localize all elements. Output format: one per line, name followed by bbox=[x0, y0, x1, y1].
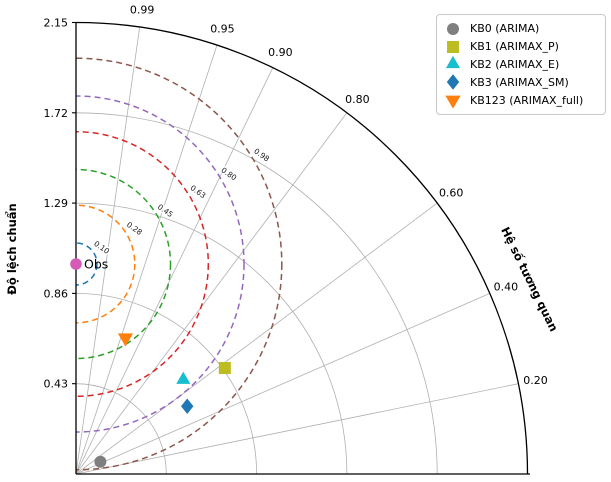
circle-marker-shape bbox=[70, 258, 82, 270]
legend-item-kb3: KB3 (ARIMAX_SM) bbox=[443, 73, 599, 91]
corr-tick-label: 0.60 bbox=[439, 187, 464, 200]
angular-axis-title: Hệ số tương quan bbox=[498, 225, 561, 334]
triangle-up-marker-shape bbox=[445, 56, 461, 69]
std-grid-arc bbox=[75, 202, 348, 475]
rms-contour bbox=[76, 95, 245, 433]
corr-tick-label: 0.99 bbox=[130, 4, 155, 17]
triangle-down-icon bbox=[445, 95, 461, 109]
point-kb1 bbox=[218, 362, 231, 375]
diamond-marker-shape bbox=[181, 398, 194, 415]
circle-marker-shape bbox=[94, 455, 107, 468]
rms-contour bbox=[76, 204, 136, 324]
point-kb0 bbox=[94, 455, 107, 468]
triangle-down-marker-shape bbox=[445, 95, 461, 109]
corr-gridline bbox=[75, 383, 519, 475]
corr-tick-label: 0.40 bbox=[494, 280, 519, 293]
rms-contour-label: 0.45 bbox=[156, 202, 175, 219]
legend-item-kb123: KB123 (ARIMAX_full) bbox=[443, 91, 599, 109]
corr-gridline bbox=[75, 202, 438, 475]
triangle-up-icon bbox=[445, 56, 461, 69]
corr-gridline bbox=[75, 26, 141, 475]
rms-contour bbox=[76, 130, 210, 398]
outer-arc bbox=[75, 21, 529, 475]
point-kb2 bbox=[176, 371, 191, 384]
rms-contour-label: 0.28 bbox=[125, 220, 144, 237]
corr-tick-label: 0.95 bbox=[210, 22, 235, 35]
rms-contour-label: 0.80 bbox=[220, 165, 239, 182]
corr-gridline bbox=[75, 44, 218, 475]
std-tick-label: 1.72 bbox=[44, 107, 69, 120]
diamond-icon bbox=[446, 74, 460, 91]
legend-item-kb1: KB1 (ARIMAX_P) bbox=[443, 38, 599, 56]
square-icon bbox=[447, 40, 459, 53]
point-kb123 bbox=[117, 333, 134, 347]
rms-contour bbox=[76, 168, 172, 360]
rms-contour-label: 0.10 bbox=[92, 239, 111, 256]
std-tick-label: 1.29 bbox=[44, 197, 69, 210]
corr-gridline bbox=[75, 293, 490, 475]
square-marker-shape bbox=[447, 40, 459, 53]
rms-contour bbox=[76, 57, 283, 471]
std-tick-label: 2.15 bbox=[44, 17, 69, 30]
corr-gridline bbox=[75, 112, 348, 475]
point-kb3 bbox=[181, 398, 194, 415]
legend-item-kb2: KB2 (ARIMAX_E) bbox=[443, 56, 599, 74]
std-grid-arc bbox=[75, 383, 167, 475]
rms-contour-label: 0.63 bbox=[189, 183, 208, 200]
obs-marker bbox=[70, 258, 82, 270]
corr-tick-label: 0.80 bbox=[345, 93, 370, 106]
legend: KB0 (ARIMA) KB1 (ARIMAX_P) KB2 (ARIMAX_E) K… bbox=[436, 14, 606, 115]
rms-contour bbox=[76, 242, 98, 286]
circle-marker-shape bbox=[447, 22, 459, 35]
rms-contour-label: 0.98 bbox=[252, 147, 271, 164]
legend-item-label: KB0 (ARIMA) bbox=[470, 22, 540, 36]
std-grid-arc bbox=[75, 293, 257, 475]
legend-item-label: KB1 (ARIMAX_P) bbox=[470, 40, 559, 54]
obs-label: Obs bbox=[84, 257, 108, 272]
square-marker-shape bbox=[218, 362, 231, 375]
triangle-up-marker-shape bbox=[176, 371, 191, 384]
corr-tick-label: 0.20 bbox=[523, 374, 548, 387]
circle-icon bbox=[447, 22, 459, 35]
diamond-marker-shape bbox=[446, 74, 460, 91]
triangle-down-marker-shape bbox=[117, 333, 134, 347]
legend-item-label: KB123 (ARIMAX_full) bbox=[470, 93, 584, 107]
std-tick-label: 0.86 bbox=[44, 287, 69, 300]
legend-item-label: KB3 (ARIMAX_SM) bbox=[470, 75, 569, 89]
legend-item-label: KB2 (ARIMAX_E) bbox=[470, 57, 560, 71]
std-tick-label: 0.43 bbox=[44, 378, 69, 391]
corr-gridline bbox=[75, 67, 274, 475]
radial-axis-title: Độ lệch chuẩn bbox=[4, 203, 19, 294]
legend-item-kb0: KB0 (ARIMA) bbox=[443, 20, 599, 38]
corr-tick-label: 0.90 bbox=[268, 46, 293, 59]
std-grid-arc bbox=[75, 112, 438, 475]
